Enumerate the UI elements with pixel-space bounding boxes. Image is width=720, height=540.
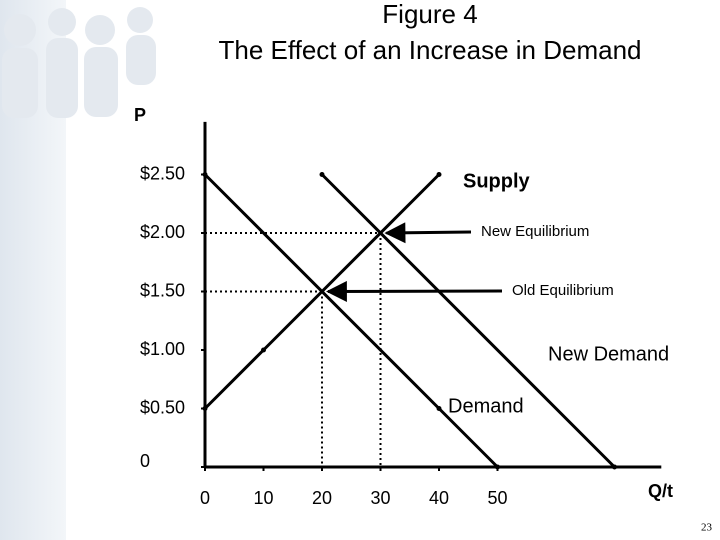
x-tick-label: 40: [429, 488, 449, 508]
point: [436, 172, 442, 177]
y-tick-label: 0: [140, 451, 150, 471]
x-tick-label: 50: [487, 488, 507, 508]
y-tick-label: $1.00: [140, 339, 185, 359]
x-axis-label: Q/t: [648, 481, 673, 501]
chart-title: Figure 4: [382, 0, 477, 29]
x-tick-label: 10: [253, 488, 273, 508]
point: [202, 172, 208, 177]
point: [436, 406, 442, 411]
point: [261, 347, 266, 353]
y-tick-label: $0.50: [140, 397, 185, 417]
demand-supply-line: [203, 173, 499, 469]
annotation-arrow: [325, 280, 503, 302]
background-figures: [2, 7, 156, 118]
y-tick-label: $2.50: [140, 163, 185, 183]
annotation-text: New Equilibrium: [481, 223, 589, 240]
page-number: 23: [701, 522, 713, 534]
point: [319, 172, 325, 177]
point: [202, 406, 208, 411]
series-label: Demand: [448, 395, 524, 417]
x-tick-label: 30: [370, 488, 390, 508]
series-label: New Demand: [548, 343, 669, 365]
point: [495, 464, 500, 470]
annotation-text: Old Equilibrium: [512, 282, 614, 299]
demand-supply-line: [320, 173, 616, 469]
annotation-arrow: [384, 222, 472, 244]
x-tick-label: 20: [312, 488, 332, 508]
point: [612, 464, 617, 470]
x-tick-label: 0: [200, 488, 210, 508]
chart-subtitle: The Effect of an Increase in Demand: [219, 35, 642, 65]
series-label: Supply: [463, 170, 531, 192]
y-tick-label: $1.50: [140, 280, 185, 300]
y-axis-label: P: [134, 105, 146, 125]
y-tick-label: $2.00: [140, 222, 185, 242]
